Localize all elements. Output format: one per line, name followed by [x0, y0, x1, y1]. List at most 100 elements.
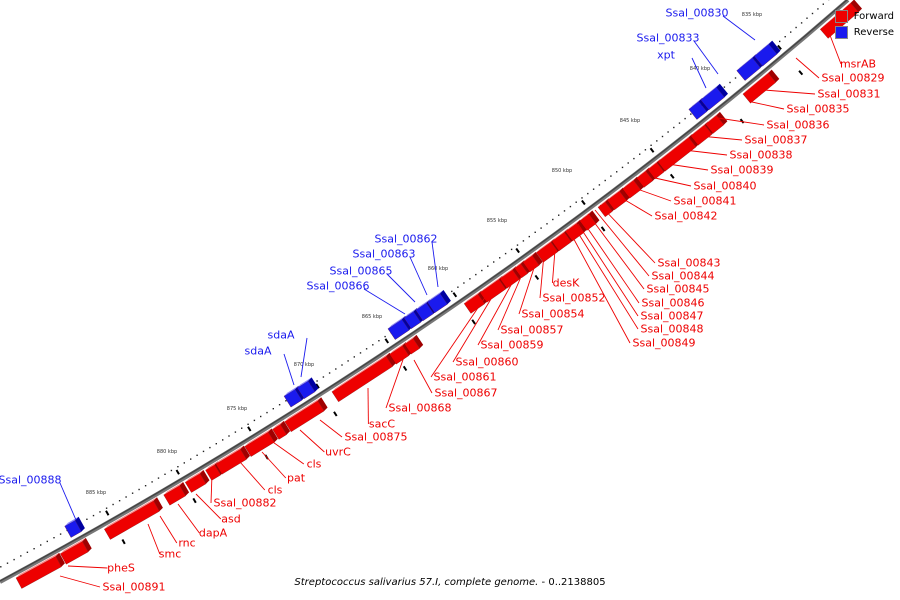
minor-tick [125, 496, 127, 498]
gene-top-face [415, 299, 430, 311]
minor-tick [806, 17, 808, 19]
minor-tick [372, 344, 374, 346]
gene-top-face [657, 134, 693, 162]
forward-leader-line [699, 135, 743, 141]
tick-layer: 835 kbp 840 kbp 845 kbp 850 kbp 855 kbp 860 k… [0, 0, 830, 568]
major-tick-lower [121, 539, 126, 545]
ruler-label: 855 kbp [487, 218, 507, 224]
gene-top-face [284, 385, 299, 397]
minor-tick [633, 157, 635, 160]
backbone-shadow [0, 0, 850, 584]
reverse-leader-line [59, 482, 77, 521]
major-tick-lower [798, 70, 804, 76]
caption-range: - 0..2138805 [538, 577, 606, 588]
forward-gene-label: pat [287, 472, 306, 485]
gene-end-face [440, 290, 451, 305]
ruler-label: 875 kbp [227, 406, 247, 412]
gene-end-face [240, 445, 250, 460]
reverse-gene-label: Ssal_00862 [374, 233, 437, 246]
forward-gene-label: Ssal_00843 [657, 257, 720, 270]
gene-top-face [215, 445, 244, 464]
gene-top-face [479, 275, 503, 293]
gene-end-face [153, 497, 163, 512]
forward-gene-label: Ssal_00875 [344, 431, 407, 444]
minor-tick [335, 368, 337, 370]
forward-gene-label: Ssal_00835 [786, 103, 849, 116]
forward-gene-label: uvrC [325, 446, 351, 459]
forward-gene-layer [15, 0, 862, 589]
reverse-gene-label: sdaA [268, 329, 295, 342]
gene-top-face [742, 69, 772, 94]
gene-end-face [386, 352, 397, 367]
forward-leader-line [177, 503, 200, 534]
ruler-label: 835 kbp [742, 12, 762, 18]
gene-top-face [464, 290, 482, 304]
gene-top-face [60, 537, 86, 554]
gene-top-face [331, 352, 390, 392]
minor-tick [131, 492, 134, 494]
forward-gene-label: Ssal_00846 [641, 297, 704, 310]
gene-top-face [754, 40, 773, 57]
major-tick-lower [333, 411, 338, 417]
major-tick [247, 426, 252, 432]
minor-tick [112, 503, 114, 506]
reverse-leader-line [431, 241, 439, 288]
major-tick [175, 469, 180, 475]
gene-top-face [427, 290, 444, 303]
minor-tick [272, 408, 274, 410]
minor-tick [569, 205, 572, 208]
minor-tick [656, 140, 658, 142]
forward-gene-label: Ssal_00859 [480, 339, 543, 352]
forward-leader-line [497, 269, 525, 331]
minor-tick [469, 278, 471, 280]
minor-tick [151, 481, 153, 483]
gene-top-face [622, 176, 637, 189]
minor-tick [598, 184, 601, 186]
minor-tick [241, 427, 243, 429]
minor-tick [316, 380, 318, 382]
minor-tick [266, 411, 268, 414]
major-tick-lower [669, 173, 675, 179]
minor-tick [365, 348, 368, 350]
forward-gene-label: Ssal_00849 [632, 337, 695, 350]
minor-tick [322, 376, 325, 378]
major-tick-lower [192, 497, 197, 504]
gene-end-face [619, 187, 631, 201]
reverse-leader-line [283, 353, 295, 386]
forward-leader-line [581, 219, 640, 304]
minor-tick [822, 3, 824, 5]
forward-gene-label: cls [268, 484, 283, 497]
minor-tick [384, 335, 386, 338]
gene-top-face [705, 111, 720, 125]
forward-leader-line [147, 523, 161, 555]
forward-gene-label: Ssal_00837 [744, 134, 807, 147]
forward-gene-label: Ssal_00882 [213, 497, 276, 510]
major-tick [452, 292, 458, 298]
gene-end-face [280, 420, 291, 435]
minor-tick [575, 201, 577, 203]
minor-tick [209, 446, 211, 449]
minor-tick [552, 218, 554, 221]
forward-leader-line [827, 29, 842, 65]
forward-gene-label: Ssal_00848 [640, 323, 703, 336]
minor-tick [790, 31, 792, 33]
legend-reverse: Reverse [834, 24, 894, 40]
minor-tick [378, 340, 380, 342]
forward-leader-line [59, 575, 101, 588]
minor-tick [46, 540, 48, 543]
forward-leader-line [299, 429, 325, 453]
minor-tick [359, 352, 362, 354]
ruler-label: 850 kbp [552, 168, 572, 174]
minor-tick [0, 566, 2, 568]
gene-top-face [499, 266, 516, 279]
minor-tick [678, 122, 681, 124]
reverse-leader-line [300, 337, 308, 378]
gene-top-face [647, 159, 661, 170]
minor-tick [234, 431, 237, 433]
minor-tick [493, 261, 495, 263]
major-tick-lower [402, 365, 408, 372]
legend: Forward Reverse [834, 8, 894, 40]
minor-tick [661, 135, 664, 138]
reverse-gene-label: sdaA [245, 345, 272, 358]
